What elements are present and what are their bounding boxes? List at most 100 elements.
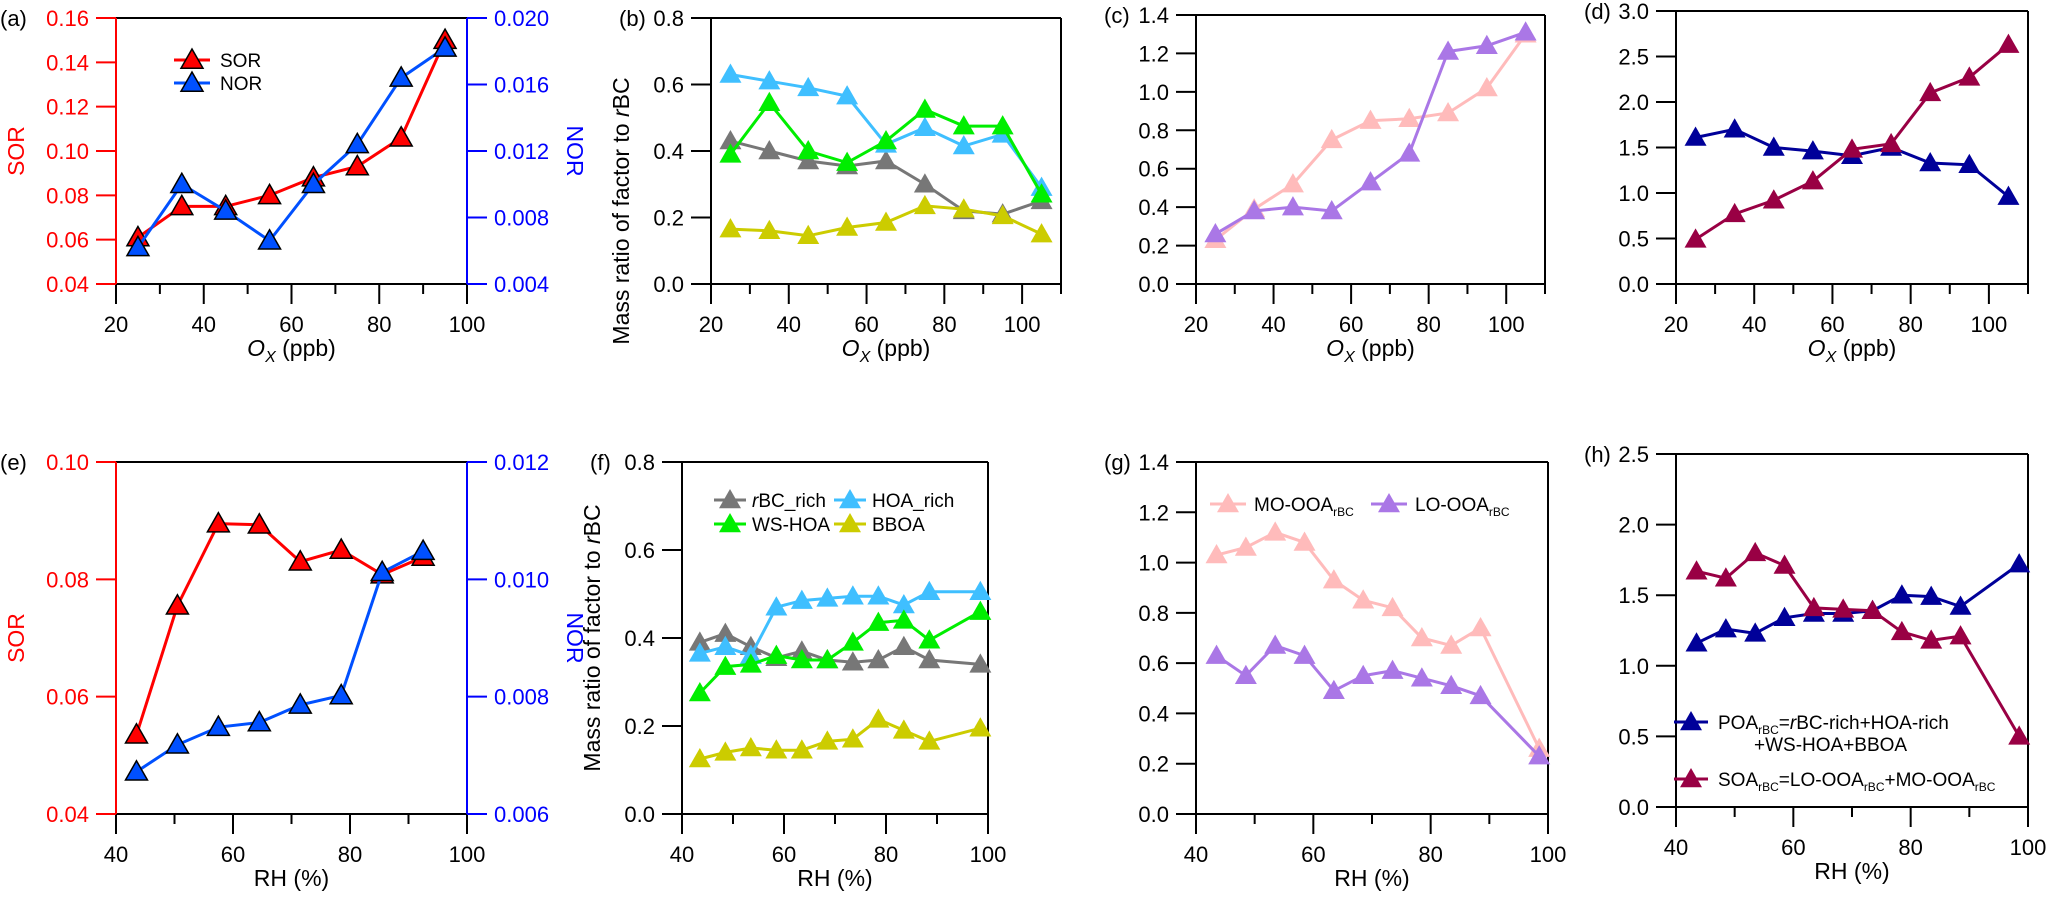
data-point-BBOA xyxy=(797,224,820,245)
data-point-HOA_rich xyxy=(688,642,711,662)
x-tick-label: 40 xyxy=(104,842,128,867)
x-axis-title: OX (ppb) xyxy=(842,335,931,366)
data-point-BBOA xyxy=(913,194,936,215)
data-point-MO-OOA_rBC xyxy=(1410,627,1433,647)
y-tick-label: 2.5 xyxy=(1618,442,1649,467)
data-point-SOA_rBC xyxy=(1802,596,1825,617)
data-point-SOA_rBC xyxy=(1890,620,1913,641)
x-axis-title: RH (%) xyxy=(1814,858,1889,884)
y2-tick-label: 0.010 xyxy=(494,567,549,592)
y-tick-label: 0.2 xyxy=(624,714,655,739)
legend-label: +WS-HOA+BBOA xyxy=(1754,735,1907,756)
data-point-MO-OOA_rBC xyxy=(1437,101,1460,122)
data-point-LO-OOA_rBC xyxy=(1281,196,1304,216)
data-point-LO-OOA_rBC xyxy=(1205,644,1228,664)
legend-label: POArBC=rBC-rich+HOA-rich xyxy=(1718,713,1949,737)
data-point-SOA_rBC xyxy=(1723,202,1746,223)
data-point-HOA_rich xyxy=(797,76,820,97)
legend-label: SOR xyxy=(220,51,261,72)
data-point-NOR xyxy=(432,35,458,57)
data-point-WS-HOA xyxy=(913,98,936,118)
y2-axis-title: NOR xyxy=(562,612,588,663)
data-point-rBC_rich xyxy=(913,173,936,193)
data-point-LO-OOA_rBC xyxy=(1475,34,1498,54)
data-point-SOR xyxy=(287,549,313,571)
data-point-MO-OOA_rBC xyxy=(1320,128,1343,149)
data-point-rBC_rich xyxy=(875,149,897,170)
y2-tick-label: 0.012 xyxy=(494,450,549,475)
y-tick-label: 0.6 xyxy=(653,73,684,98)
x-tick-label: 80 xyxy=(874,842,898,867)
data-point-NOR xyxy=(345,131,370,154)
data-point-LO-OOA_rBC xyxy=(1440,674,1463,695)
data-point-MO-OOA_rBC xyxy=(1352,589,1375,609)
data-point-SOA_rBC xyxy=(1762,189,1785,209)
data-point-LO-OOA_rBC xyxy=(1398,142,1421,162)
data-point-rBC_rich xyxy=(719,130,742,150)
data-point-LO-OOA_rBC xyxy=(1264,634,1287,654)
legend-label: BBOA xyxy=(872,515,925,536)
y-axis-title: Mass ratio of factor to rBC xyxy=(579,504,605,771)
y2-tick-label: 0.020 xyxy=(494,6,549,31)
legend-marker xyxy=(179,70,205,92)
data-point-SOR xyxy=(169,193,195,216)
data-point-SOA_rBC xyxy=(1832,598,1855,618)
x-axis-title: OX (ppb) xyxy=(247,335,336,366)
x-tick-label: 100 xyxy=(1488,312,1525,337)
y-tick-label: 0.0 xyxy=(624,802,655,827)
data-point-NOR xyxy=(125,234,151,257)
legend-label: HOA_rich xyxy=(872,491,954,512)
data-point-LO-OOA_rBC xyxy=(1437,40,1460,60)
data-point-POA_rBC xyxy=(1958,153,1981,174)
legend-marker xyxy=(1378,493,1400,513)
y-axis-title: SOR xyxy=(3,126,29,176)
y2-tick-label: 0.016 xyxy=(494,73,549,98)
y-tick-label: 0.4 xyxy=(624,626,655,651)
x-tick-label: 40 xyxy=(670,842,694,867)
data-point-HOA_rich xyxy=(790,589,813,609)
data-point-WS-HOA xyxy=(765,644,788,664)
x-tick-label: 60 xyxy=(1781,835,1805,860)
data-point-LO-OOA_rBC xyxy=(1381,659,1404,679)
series-line-MO-OOA_rBC xyxy=(1216,530,1541,750)
data-point-BBOA xyxy=(969,717,992,737)
panel-label: (e) xyxy=(0,450,27,475)
data-point-WS-HOA xyxy=(816,649,839,669)
panel-label: (h) xyxy=(1584,442,1611,467)
data-point-WS-HOA xyxy=(719,143,742,163)
x-tick-label: 20 xyxy=(104,312,128,337)
data-point-WS-HOA xyxy=(952,115,975,135)
data-point-LO-OOA_rBC xyxy=(1528,745,1551,765)
data-point-rBC_rich xyxy=(758,140,781,160)
x-tick-label: 40 xyxy=(1261,312,1285,337)
data-point-SOR xyxy=(328,537,354,559)
y-tick-label: 2.5 xyxy=(1618,45,1649,70)
data-point-SOA_rBC xyxy=(1773,554,1796,574)
data-point-HOA_rich xyxy=(952,135,975,155)
x-tick-label: 100 xyxy=(1971,312,2008,337)
data-point-WS-HOA xyxy=(892,609,915,629)
panel-c: 20 40 60 80 100 OX (ppb) 0.0 0.2 0.4 0.6 0.8 1.0 1.2… xyxy=(1104,3,1546,366)
y-tick-label: 0.06 xyxy=(46,685,89,710)
data-point-SOA_rBC xyxy=(1801,170,1824,190)
legend-marker xyxy=(1680,768,1702,788)
y-tick-label: 1.4 xyxy=(1138,450,1169,475)
data-point-NOR xyxy=(369,559,395,582)
y-tick-label: 1.2 xyxy=(1138,41,1169,66)
x-tick-label: 100 xyxy=(449,842,486,867)
data-point-SOR xyxy=(388,125,414,147)
data-point-LO-OOA_rBC xyxy=(1352,664,1375,684)
y-axis-title: SOR xyxy=(3,613,29,663)
data-point-NOR xyxy=(410,538,436,561)
data-point-BBOA xyxy=(790,739,813,759)
x-tick-label: 40 xyxy=(192,312,216,337)
y-tick-label: 1.0 xyxy=(1618,181,1649,206)
x-tick-label: 60 xyxy=(1301,842,1325,867)
x-tick-label: 60 xyxy=(279,312,303,337)
y-tick-label: 1.0 xyxy=(1138,80,1169,105)
data-point-SOR xyxy=(206,511,231,533)
panel-label: (a) xyxy=(0,6,27,31)
data-point-NOR xyxy=(388,65,414,87)
data-point-WS-HOA xyxy=(969,600,992,620)
y-tick-label: 1.4 xyxy=(1138,3,1169,28)
